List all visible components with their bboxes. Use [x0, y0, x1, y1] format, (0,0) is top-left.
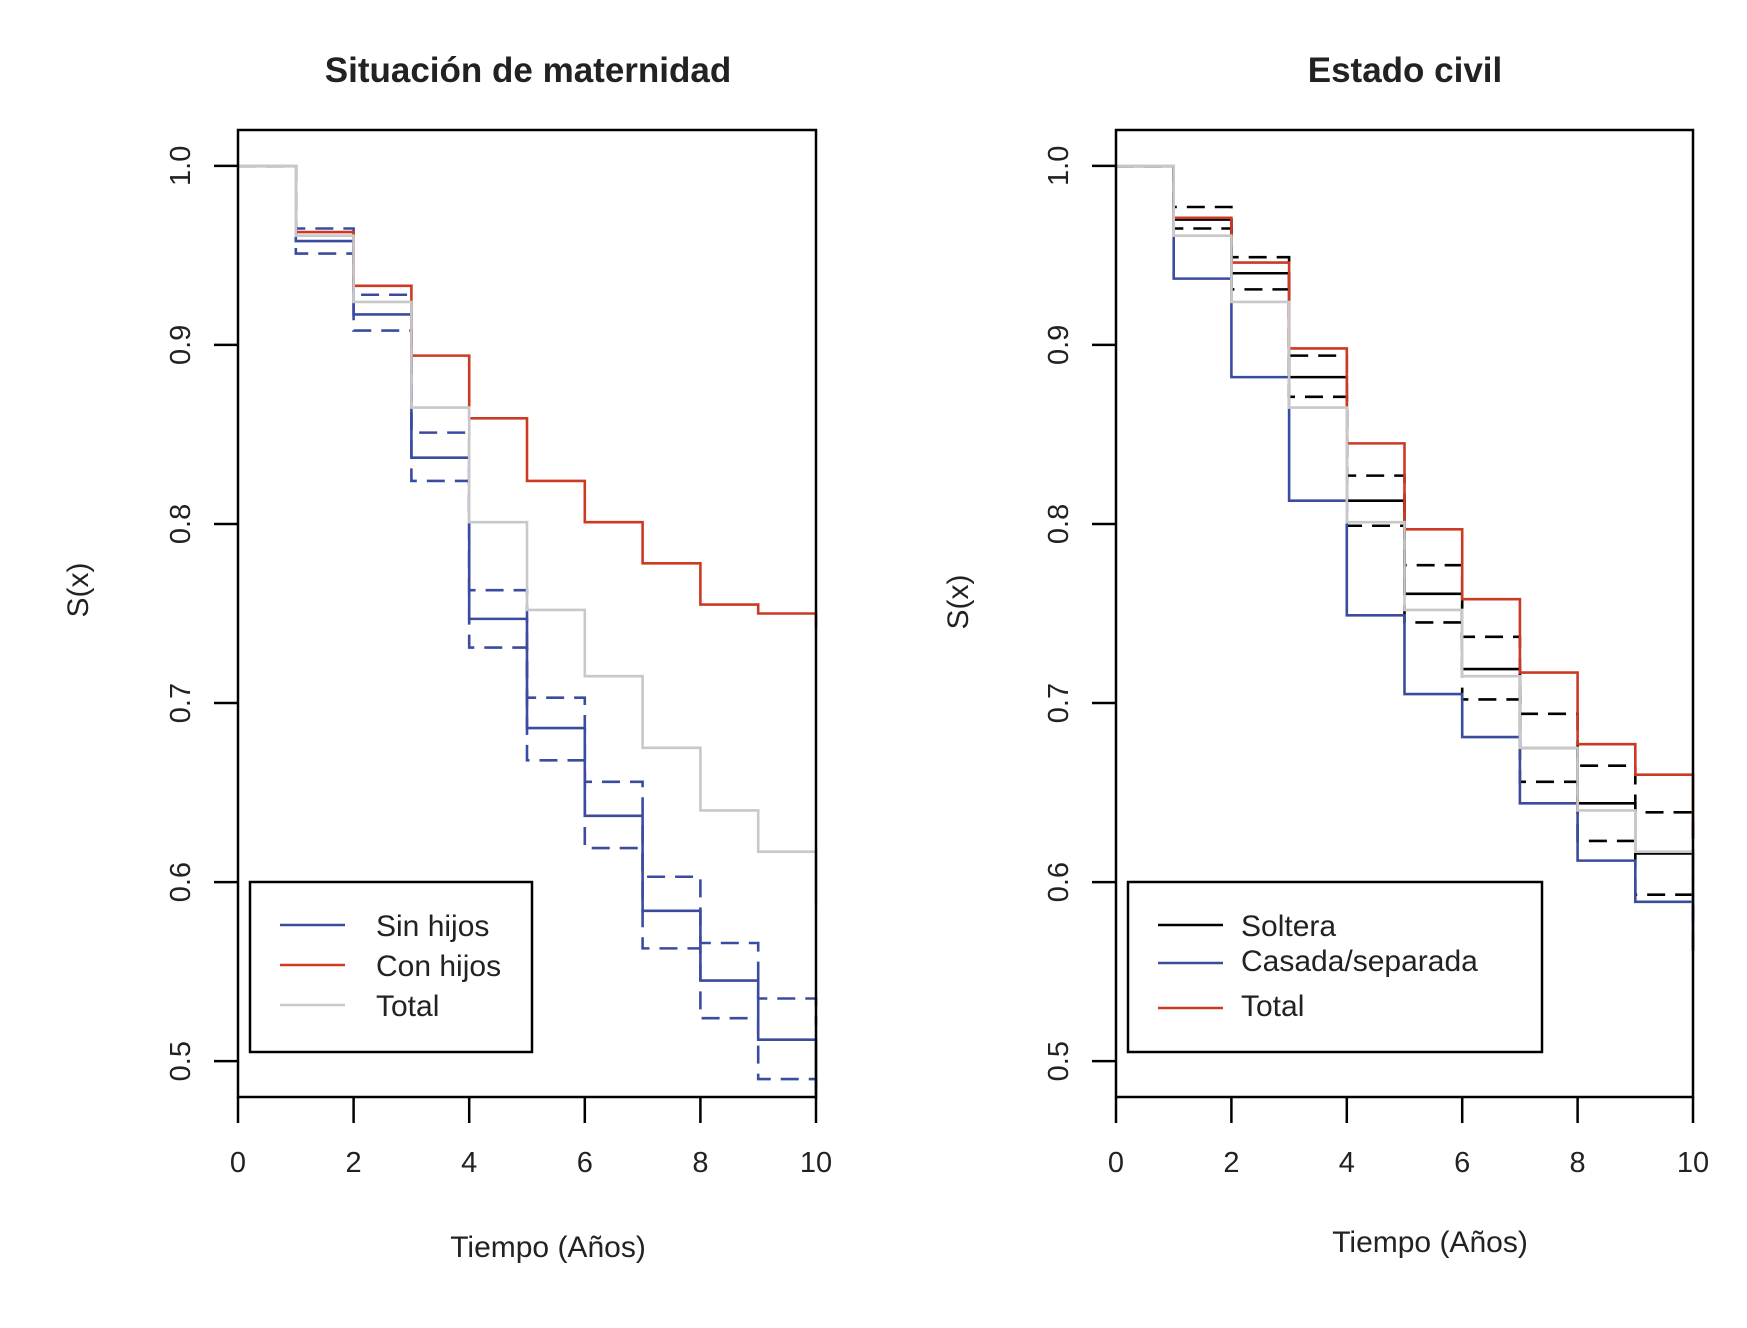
- x-tick-label: 8: [692, 1147, 708, 1179]
- y-tick-label: 0.8: [165, 504, 197, 544]
- x-tick-label: 0: [230, 1147, 246, 1179]
- chart-title: Estado civil: [1308, 51, 1503, 90]
- plot-frame: [236, 128, 818, 1099]
- legend-label: Casada/separada: [1241, 945, 1478, 978]
- y-tick-label: 0.9: [165, 325, 197, 365]
- x-axis-label: Tiempo (Años): [1332, 1226, 1528, 1259]
- x-tick-label: 10: [800, 1147, 832, 1179]
- x-tick-label: 2: [1223, 1147, 1239, 1179]
- legend: Soltera Casada/separada Total: [1126, 880, 1544, 1054]
- plot-area: [238, 164, 818, 1097]
- y-axis-label: S(x): [62, 563, 95, 618]
- series-line-total-4: [238, 164, 818, 906]
- legend-label: Soltera: [1241, 910, 1336, 943]
- chart-title: Situación de maternidad: [325, 51, 731, 90]
- chart-panel-estado-civil: Estado civil Tiempo (Años) S(x) 0 2 4 6 8 100…: [942, 51, 1709, 1259]
- legend-box: [248, 880, 534, 1054]
- series-line-total-4: [1116, 164, 1695, 831]
- x-tick-label: 10: [1677, 1147, 1709, 1179]
- y-tick-label: 0.6: [1043, 862, 1075, 902]
- chart-panel-maternidad: Situación de maternidad Tiempo (Años) S(…: [62, 51, 832, 1264]
- legend-box: [1126, 880, 1544, 1054]
- x-tick-label: 8: [1570, 1147, 1586, 1179]
- y-tick-label: 0.5: [165, 1041, 197, 1081]
- x-tick-label: 2: [346, 1147, 362, 1179]
- x-tick-label: 0: [1108, 1147, 1124, 1179]
- y-tick-label: 0.5: [1043, 1041, 1075, 1081]
- legend-label: Sin hijos: [376, 910, 489, 943]
- y-tick-label: 0.9: [1043, 325, 1075, 365]
- axes: 0 2 4 6 8 10 0.5 0.6 0.7 0.8 0.9 1.0: [1043, 128, 1709, 1179]
- series-line-total-5: [1116, 164, 1695, 906]
- y-axis-label: S(x): [942, 575, 975, 630]
- x-tick-label: 4: [1339, 1147, 1355, 1179]
- y-tick-label: 0.7: [1043, 683, 1075, 723]
- x-tick-label: 6: [577, 1147, 593, 1179]
- y-tick-label: 0.7: [165, 683, 197, 723]
- x-tick-label: 4: [461, 1147, 477, 1179]
- axes: 0 2 4 6 8 10 0.5 0.6 0.7 0.8 0.9 1.0: [165, 128, 832, 1179]
- plot-frame: [1114, 128, 1695, 1099]
- legend: Sin hijos Con hijos Total: [248, 880, 534, 1054]
- y-tick-label: 1.0: [165, 146, 197, 186]
- x-tick-label: 6: [1454, 1147, 1470, 1179]
- y-tick-label: 0.6: [165, 862, 197, 902]
- plot-area: [1116, 164, 1695, 956]
- legend-label: Con hijos: [376, 950, 501, 983]
- series-line-casada-separada-3: [1116, 164, 1695, 936]
- y-tick-label: 0.8: [1043, 504, 1075, 544]
- x-axis-label: Tiempo (Años): [450, 1231, 646, 1264]
- y-tick-label: 1.0: [1043, 146, 1075, 186]
- legend-label: Total: [1241, 990, 1304, 1023]
- legend-label: Total: [376, 990, 439, 1023]
